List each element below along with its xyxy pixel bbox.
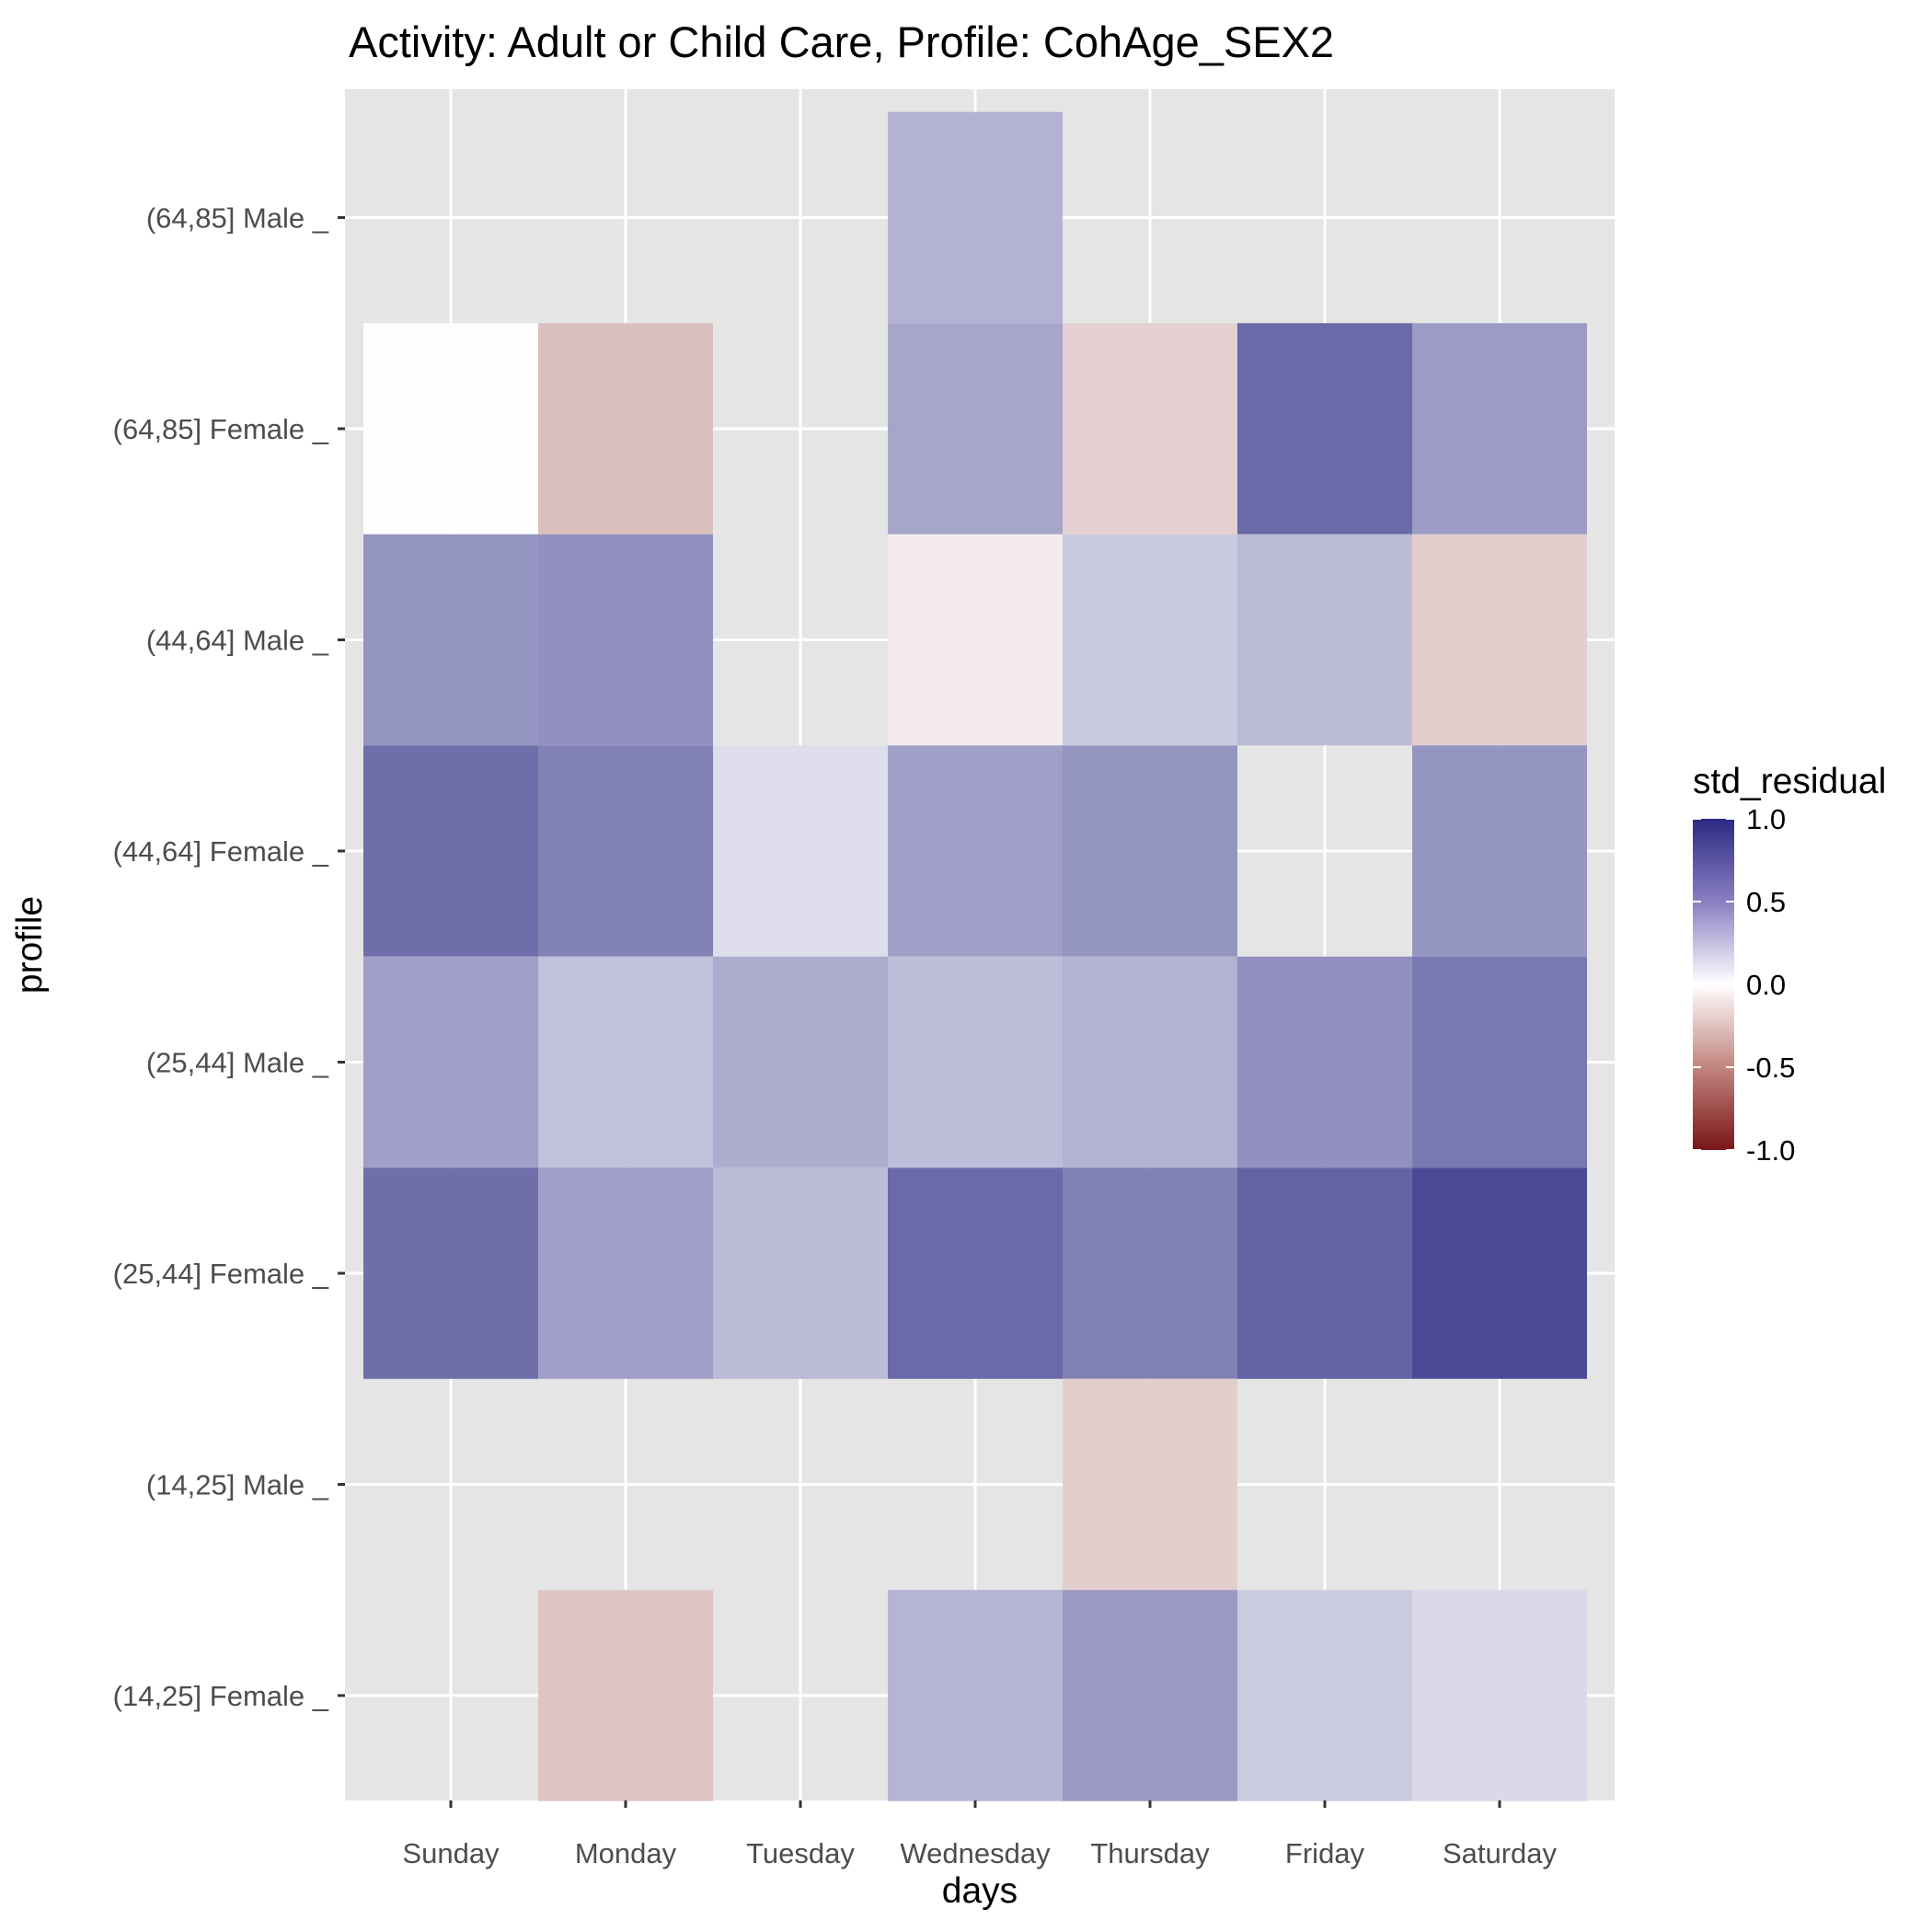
y-tick-label: (14,25] Female _ xyxy=(113,1680,329,1712)
heatmap-cell xyxy=(363,956,538,1168)
heatmap-cell xyxy=(538,323,713,535)
heatmap-cell xyxy=(1237,534,1412,746)
heatmap-cell xyxy=(538,745,713,957)
y-tick-label: (64,85] Female _ xyxy=(113,413,329,445)
chart-title: Activity: Adult or Child Care, Profile: … xyxy=(349,17,1334,66)
heatmap-cell xyxy=(1237,956,1412,1168)
heatmap-cell xyxy=(1412,1590,1587,1801)
heatmap-cell xyxy=(1237,1590,1412,1801)
y-tick-label: (25,44] Male _ xyxy=(146,1047,329,1079)
y-tick-label: (25,44] Female _ xyxy=(113,1258,329,1290)
legend-title: std_residual xyxy=(1693,762,1886,801)
heatmap-cell xyxy=(538,1167,713,1379)
heatmap-cell xyxy=(1063,534,1237,746)
heatmap-cell xyxy=(1063,1378,1237,1591)
x-tick-label: Tuesday xyxy=(746,1837,855,1869)
legend-tick-label: 0.0 xyxy=(1746,969,1786,1001)
heatmap-cell xyxy=(363,534,538,746)
x-tick-label: Friday xyxy=(1285,1837,1365,1869)
heatmap-cell xyxy=(888,534,1063,746)
y-axis-title: profile xyxy=(10,896,50,994)
legend: std_residual 1.0 0.5 0.0 -0.5 -1.0 xyxy=(1693,762,1886,1167)
heatmap-cell xyxy=(713,956,888,1168)
y-axis-ticks: (64,85] Male _ (64,85] Female _ (44,64] Ma… xyxy=(113,202,345,1712)
heatmap-cell xyxy=(538,1590,713,1801)
x-tick-label: Monday xyxy=(575,1837,677,1869)
heatmap-cell xyxy=(1063,1590,1237,1801)
legend-tick-label: 0.5 xyxy=(1746,886,1786,918)
heatmap-cell xyxy=(538,956,713,1168)
heatmap-cell xyxy=(888,1167,1063,1379)
heatmap-cell xyxy=(713,1167,888,1379)
x-axis-title: days xyxy=(942,1871,1018,1911)
heatmap-cell xyxy=(1412,534,1587,746)
heatmap-cell xyxy=(1063,956,1237,1168)
x-tick-label: Wednesday xyxy=(900,1837,1051,1869)
heatmap-cell xyxy=(1412,323,1587,535)
legend-ticks: 1.0 0.5 0.0 -0.5 -1.0 xyxy=(1693,803,1795,1167)
heatmap-cell xyxy=(1237,1167,1412,1379)
x-tick-label: Sunday xyxy=(402,1837,500,1869)
heatmap-cells xyxy=(363,111,1587,1801)
y-tick-label: (64,85] Male _ xyxy=(146,202,329,235)
heatmap-cell xyxy=(363,323,538,535)
heatmap-cell xyxy=(888,1590,1063,1801)
legend-tick-label: 1.0 xyxy=(1746,803,1786,835)
heatmap-cell xyxy=(1412,956,1587,1168)
y-tick-label: (44,64] Male _ xyxy=(146,625,329,657)
heatmap-cell xyxy=(538,534,713,746)
heatmap-cell xyxy=(888,956,1063,1168)
heatmap-cell xyxy=(1063,323,1237,535)
heatmap-cell xyxy=(888,111,1063,324)
heatmap-cell xyxy=(1237,323,1412,535)
legend-tick-label: -1.0 xyxy=(1746,1134,1795,1167)
heatmap-cell xyxy=(1063,1167,1237,1379)
x-axis-ticks: Sunday Monday Tuesday Wednesday Thursday Frid… xyxy=(402,1800,1558,1869)
heatmap-cell xyxy=(1063,745,1237,957)
heatmap-cell xyxy=(888,323,1063,535)
heatmap-cell xyxy=(1412,745,1587,957)
y-tick-label: (44,64] Female _ xyxy=(113,835,329,868)
y-tick-label: (14,25] Male _ xyxy=(146,1469,329,1501)
heatmap-cell xyxy=(713,745,888,957)
heatmap-cell xyxy=(363,1167,538,1379)
heatmap-cell xyxy=(1412,1167,1587,1379)
x-tick-label: Thursday xyxy=(1090,1837,1210,1869)
heatmap-cell xyxy=(888,745,1063,957)
heatmap-cell xyxy=(363,745,538,957)
legend-tick-label: -0.5 xyxy=(1746,1052,1795,1084)
x-tick-label: Saturday xyxy=(1443,1837,1558,1869)
